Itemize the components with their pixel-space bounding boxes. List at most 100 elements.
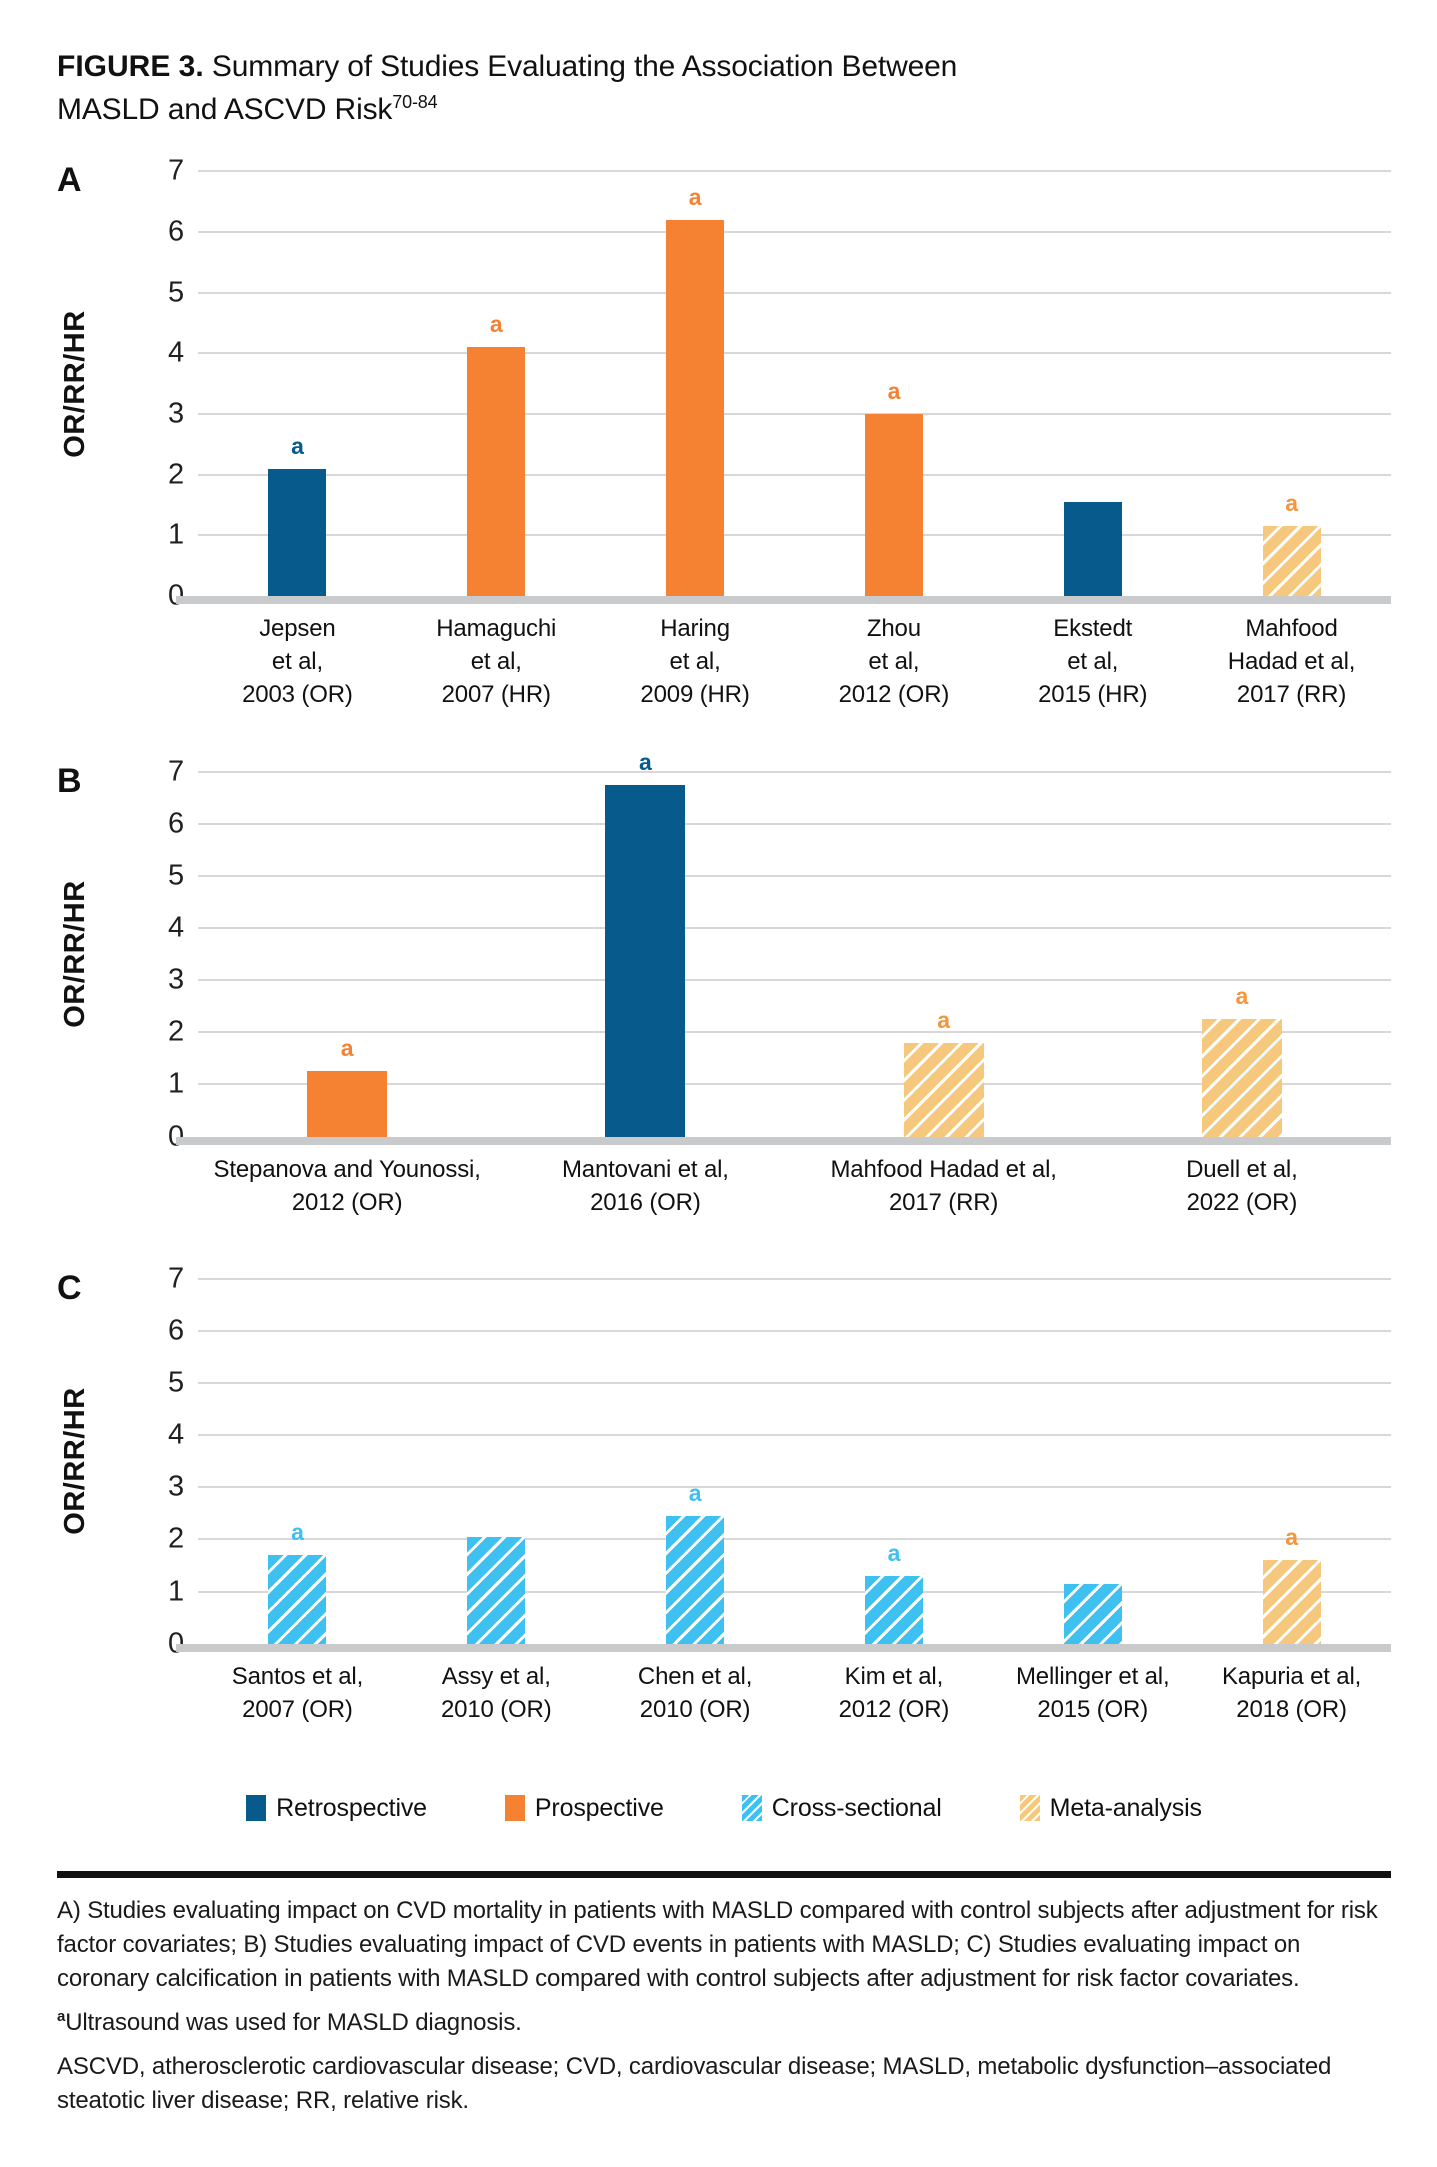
bar bbox=[864, 414, 923, 597]
x-axis-baseline bbox=[176, 1136, 1391, 1145]
bar-annotation: a bbox=[688, 1479, 702, 1506]
bar-label: Mahfood Hadad et al, 2017 (RR) bbox=[1227, 615, 1356, 709]
gridline bbox=[198, 1083, 1391, 1086]
bar bbox=[666, 1515, 725, 1644]
y-tick: 7 bbox=[168, 1262, 184, 1295]
y-tick: 1 bbox=[168, 518, 184, 551]
legend: Retrospective Prospective Cross-sectional M… bbox=[57, 1794, 1391, 1823]
y-tick: 7 bbox=[168, 154, 184, 187]
y-axis-label: OR/RR/HR bbox=[59, 309, 91, 458]
gridline bbox=[198, 1031, 1391, 1034]
y-tick: 1 bbox=[168, 1575, 184, 1608]
y-axis-label: OR/RR/HR bbox=[59, 880, 91, 1028]
bar-annotation: a bbox=[489, 311, 503, 338]
y-axis-ticks: 01234567 bbox=[152, 757, 198, 1151]
bar-label: Mantovani et al, 2016 (OR) bbox=[561, 1155, 729, 1216]
footnote-abbreviations: ASCVD, atherosclerotic cardiovascular di… bbox=[57, 2053, 1332, 2115]
panel-c-axis-area: C OR/RR/HR bbox=[57, 1269, 152, 1644]
bar-label: Hamaguchi et al, 2007 (HR) bbox=[436, 615, 557, 709]
y-tick: 2 bbox=[168, 1522, 184, 1555]
panel-letter: C bbox=[57, 1268, 82, 1307]
bar-slots: a a a a bbox=[198, 750, 1391, 1137]
bar bbox=[467, 1536, 526, 1644]
panel-letter: B bbox=[57, 761, 82, 800]
bar-annotation: a bbox=[937, 1006, 950, 1033]
plot-area: a a a a a bbox=[176, 170, 1391, 605]
divider-rule bbox=[57, 1870, 1391, 1878]
bar-slot: a bbox=[397, 171, 596, 597]
legend-label: Prospective bbox=[534, 1793, 664, 1822]
plot-area: a a a a bbox=[176, 750, 1391, 1145]
bar bbox=[268, 468, 327, 597]
gridline bbox=[198, 1277, 1391, 1280]
bar bbox=[666, 219, 725, 597]
gridline bbox=[198, 979, 1391, 982]
bar-slot: a bbox=[198, 772, 496, 1137]
legend-item: Cross-sectional bbox=[741, 1794, 942, 1823]
bar-label: Jepsen et al, 2003 (OR) bbox=[242, 615, 353, 709]
gridline bbox=[198, 926, 1391, 929]
bar-annotation: a bbox=[291, 432, 304, 459]
bar-annotation: a bbox=[1235, 983, 1249, 1010]
y-tick: 5 bbox=[168, 1366, 184, 1399]
bar-slot: a bbox=[198, 171, 397, 597]
bar-slot bbox=[993, 171, 1192, 597]
y-tick: 3 bbox=[168, 1470, 184, 1503]
gridline bbox=[198, 230, 1391, 233]
y-tick: 3 bbox=[168, 963, 184, 996]
bar bbox=[1063, 502, 1122, 597]
gridline bbox=[198, 1382, 1391, 1385]
y-tick: 4 bbox=[168, 911, 184, 944]
legend-item: Meta-analysis bbox=[1019, 1794, 1202, 1823]
bar-slot: a bbox=[596, 1279, 795, 1644]
bar-annotation: a bbox=[887, 1539, 901, 1566]
y-tick: 4 bbox=[168, 1418, 184, 1451]
bar-label: Santos et al, 2007 (OR) bbox=[231, 1662, 364, 1723]
bar-slot: a bbox=[596, 171, 795, 597]
y-axis-label: OR/RR/HR bbox=[59, 1387, 91, 1535]
figure-title: FIGURE 3. Summary of Studies Evaluating … bbox=[57, 46, 1017, 131]
footnote-a: aUltrasound was used for MASLD diagnosis… bbox=[57, 2006, 1387, 2040]
figure-title-text: Summary of Studies Evaluating the Associ… bbox=[57, 50, 958, 126]
legend-item: Prospective bbox=[504, 1793, 664, 1823]
gridline bbox=[198, 473, 1391, 476]
bar bbox=[605, 784, 686, 1137]
bar-annotation: a bbox=[291, 1519, 304, 1546]
legend-swatch bbox=[1019, 1795, 1040, 1822]
y-tick: 6 bbox=[168, 807, 184, 840]
legend-swatch bbox=[741, 1795, 762, 1822]
gridline bbox=[198, 291, 1391, 294]
x-axis-labels: Jepsen et al, 2003 (OR) Hamaguchi et al, … bbox=[198, 612, 1391, 711]
gridline bbox=[198, 170, 1391, 173]
bar bbox=[307, 1071, 388, 1137]
bar-annotation: a bbox=[1285, 1524, 1298, 1551]
bar-label: Chen et al, 2010 (OR) bbox=[637, 1662, 753, 1723]
y-tick: 6 bbox=[168, 1314, 184, 1347]
bar-annotation: a bbox=[639, 748, 652, 775]
x-axis-baseline bbox=[176, 596, 1391, 605]
panel-a-axis-area: A OR/RR/HR bbox=[57, 161, 152, 596]
y-tick: 3 bbox=[168, 397, 184, 430]
bar-slot: a bbox=[496, 750, 794, 1137]
footnote-a-marker: a bbox=[57, 2008, 66, 2026]
y-tick: 4 bbox=[168, 336, 184, 369]
legend-label: Retrospective bbox=[276, 1793, 427, 1822]
gridline bbox=[198, 1434, 1391, 1437]
bar-slot bbox=[993, 1279, 1192, 1644]
x-axis-labels: Santos et al, 2007 (OR) Assy et al, 2010 … bbox=[198, 1660, 1391, 1726]
bar-label: Kapuria et al, 2018 (OR) bbox=[1221, 1662, 1362, 1723]
gridline bbox=[198, 1329, 1391, 1332]
bar bbox=[268, 1555, 327, 1644]
legend-swatch bbox=[504, 1795, 525, 1822]
bar-label: Zhou et al, 2012 (OR) bbox=[838, 615, 950, 709]
x-axis-baseline bbox=[176, 1643, 1391, 1652]
y-tick: 2 bbox=[168, 458, 184, 491]
bar-label: Mahfood Hadad et al, 2017 (RR) bbox=[830, 1155, 1057, 1216]
bar-label: Mellinger et al, 2015 (OR) bbox=[1015, 1662, 1170, 1723]
legend-item: Retrospective bbox=[246, 1794, 427, 1823]
gridline bbox=[198, 1590, 1391, 1593]
bar-slot bbox=[397, 1279, 596, 1644]
